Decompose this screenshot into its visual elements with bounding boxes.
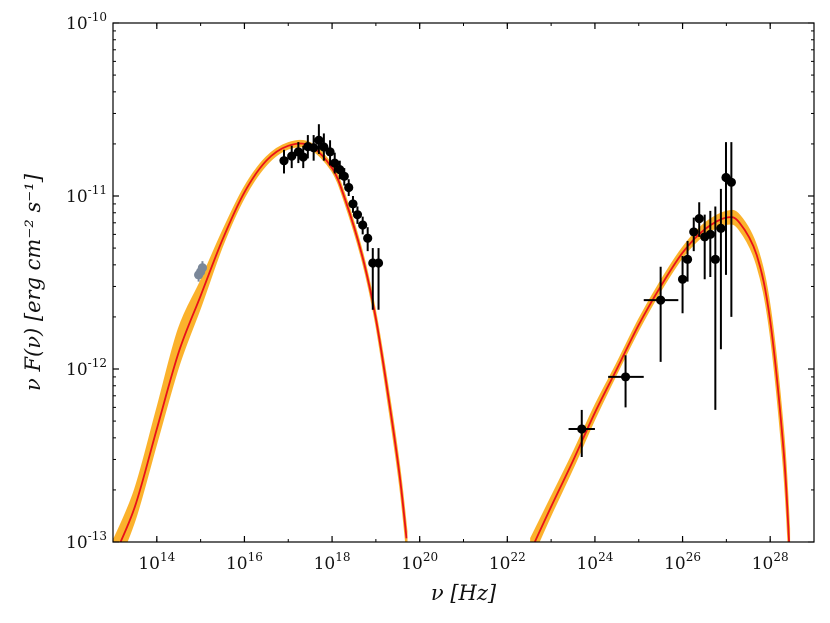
data-point: [314, 124, 324, 154]
point-marker: [689, 227, 699, 237]
point-marker: [287, 151, 297, 161]
y-tick-label: 10-13: [66, 529, 107, 553]
point-marker: [352, 210, 363, 220]
point-marker: [197, 263, 208, 273]
data-point: [726, 142, 736, 317]
x-tick-label: 1016: [226, 550, 263, 574]
data-point: [319, 133, 329, 161]
y-tick-label: 10-12: [66, 356, 107, 380]
point-marker: [344, 182, 354, 193]
plot-frame: [112, 22, 815, 543]
x-tick-label: 1024: [576, 550, 613, 574]
x-tick-label: 1018: [314, 550, 351, 574]
data-point: [643, 266, 679, 362]
data-point: [348, 196, 358, 213]
x-tick-label: 1026: [664, 550, 701, 574]
point-marker: [577, 424, 587, 434]
point-marker: [309, 143, 319, 153]
data-point: [677, 255, 688, 314]
y-axis-ticks: 10-13 10-12 10-11 10-10: [66, 10, 814, 553]
data-point: [373, 248, 384, 310]
model-line-1: [119, 142, 408, 542]
data-point: [568, 409, 595, 457]
point-marker: [348, 199, 358, 209]
data-point: [682, 240, 693, 282]
data-point: [298, 145, 308, 169]
data-point: [710, 206, 720, 410]
data-point: [705, 210, 715, 278]
point-marker: [726, 177, 736, 187]
point-marker: [694, 214, 704, 224]
point-marker: [677, 274, 688, 284]
x-tick-label: 1020: [401, 550, 438, 574]
point-marker: [339, 171, 349, 181]
data-point: [325, 140, 335, 166]
model-lines: [119, 142, 790, 542]
data-point: [694, 202, 704, 237]
y-tick-label: 10-11: [66, 183, 107, 207]
x-tick-label: 1022: [489, 550, 526, 574]
data-point: [716, 188, 726, 350]
point-marker: [620, 372, 631, 382]
point-marker: [682, 254, 693, 265]
data-point: [287, 145, 297, 169]
uncertainty-band-2: [530, 209, 791, 542]
data-point: [352, 206, 363, 224]
point-marker: [656, 295, 666, 305]
data-point: [344, 179, 354, 196]
y-axis-label: ν F(ν) [erg cm⁻² s⁻¹]: [21, 173, 45, 391]
data-point: [689, 217, 699, 252]
point-marker: [319, 142, 329, 152]
point-marker: [710, 254, 720, 265]
data-point: [721, 142, 731, 275]
data-point: [279, 149, 289, 174]
x-axis-ticks: 1014 1016 1018 1020 1022 1024 1026 1028: [112, 23, 815, 574]
x-axis-label: ν [Hz]: [431, 581, 497, 605]
point-marker: [363, 233, 373, 243]
data-point: [358, 216, 368, 235]
point-marker: [279, 156, 289, 166]
point-marker: [314, 135, 324, 145]
point-marker: [373, 258, 384, 268]
point-marker: [705, 229, 715, 239]
data-point: [363, 227, 373, 252]
data-point: [608, 355, 644, 408]
x-tick-label: 1028: [752, 550, 789, 574]
data-point: [339, 168, 349, 186]
uncertainty-band-1: [113, 139, 408, 542]
data-point: [197, 261, 208, 275]
point-marker: [335, 165, 345, 175]
model-bands: [113, 139, 791, 542]
point-marker: [330, 158, 340, 168]
point-marker: [298, 152, 308, 162]
point-marker: [716, 223, 726, 233]
data-points: [194, 124, 736, 457]
data-point: [309, 135, 319, 161]
data-point: [330, 152, 340, 174]
x-tick-label: 1014: [138, 550, 175, 574]
point-marker: [358, 220, 368, 230]
point-marker: [325, 147, 335, 157]
y-tick-label: 10-10: [66, 10, 107, 34]
